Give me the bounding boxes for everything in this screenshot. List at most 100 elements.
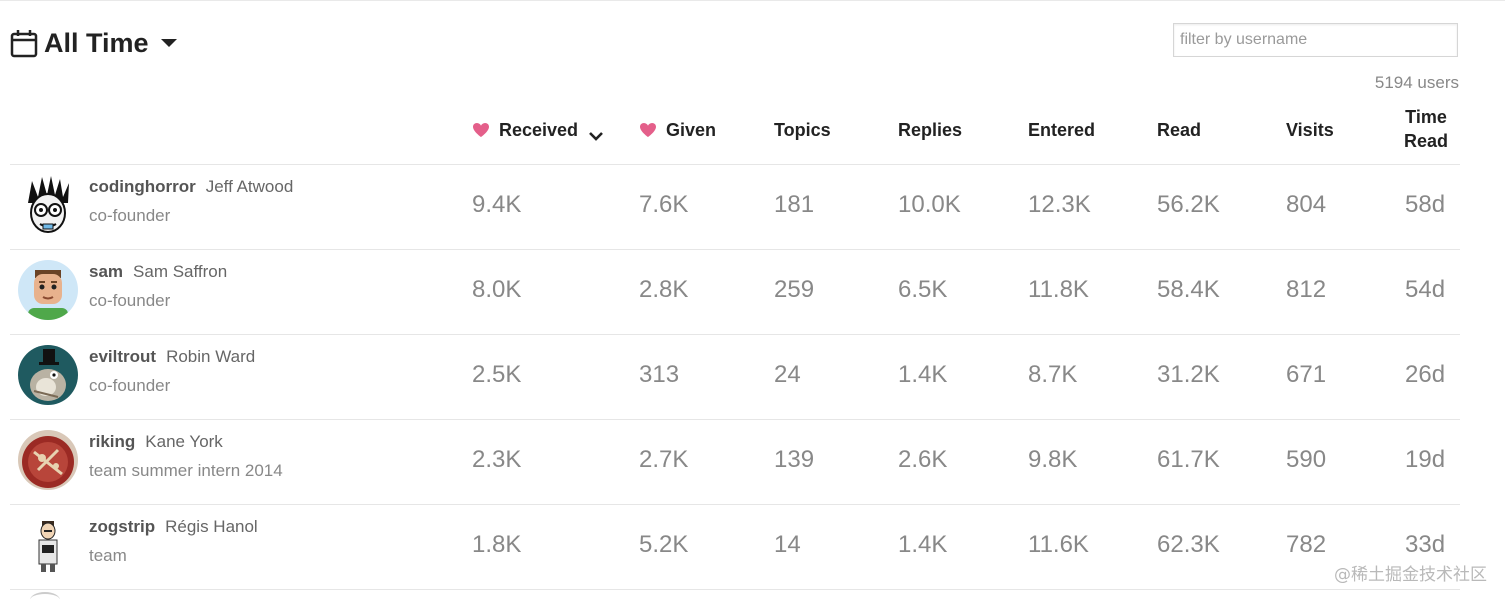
column-label-time[interactable]: Time (1405, 107, 1447, 127)
cell-replies: 2.6K (898, 446, 948, 473)
column-header-replies[interactable]: Replies (898, 105, 962, 155)
top-border (0, 0, 1505, 1)
cell-read: 61.7K (1157, 446, 1220, 473)
caret-down-icon[interactable] (160, 39, 177, 47)
cell-read: 56.2K (1157, 191, 1220, 218)
column-label-visits[interactable]: Visits (1286, 119, 1334, 140)
cell-time-read: 54d (1405, 276, 1446, 303)
cell-time-read: 26d (1405, 361, 1446, 388)
cell-given: 2.7K (639, 446, 689, 473)
username-link[interactable]: sam (89, 262, 124, 281)
calendar-icon (10, 28, 38, 58)
cell-entered: 11.8K (1028, 276, 1089, 303)
cell-time-read: 58d (1405, 191, 1446, 218)
cell-replies: 1.4K (898, 531, 948, 558)
username-link[interactable]: riking (89, 432, 136, 451)
column-label-given[interactable]: Given (666, 119, 717, 140)
cell-time-read: 19d (1405, 446, 1446, 473)
column-label-entered[interactable]: Entered (1028, 119, 1096, 140)
watermark: @稀土掘金技术社区 (1334, 565, 1487, 585)
cell-visits: 782 (1286, 531, 1327, 558)
user-name-line: codinghorror Jeff Atwood (89, 177, 293, 197)
cell-received: 9.4K (472, 191, 522, 218)
column-header-topics[interactable]: Topics (774, 105, 831, 155)
column-label-read[interactable]: Read (1157, 119, 1202, 140)
user-name-line: zogstrip Régis Hanol (89, 517, 258, 537)
user-full-name: Régis Hanol (165, 517, 258, 536)
user-name-line: sam Sam Saffron (89, 262, 227, 282)
column-label-read[interactable]: Read (1404, 131, 1449, 151)
cell-read: 31.2K (1157, 361, 1220, 388)
avatar-zogstrip[interactable] (18, 515, 78, 575)
cell-visits: 671 (1286, 361, 1327, 388)
user-title: team summer intern 2014 (89, 461, 283, 480)
table-row: eviltrout Robin Ward co-founder 2.5K 313 … (10, 335, 1460, 420)
cell-visits: 804 (1286, 191, 1327, 218)
username-link[interactable]: zogstrip (89, 517, 156, 536)
column-header-read[interactable]: Read (1157, 105, 1201, 155)
table-row: riking Kane York team summer intern 2014 … (10, 420, 1460, 505)
cell-replies: 1.4K (898, 361, 948, 388)
column-header-time-read[interactable]: Time Read (1404, 105, 1448, 155)
cell-given: 2.8K (639, 276, 689, 303)
cell-topics: 139 (774, 446, 815, 473)
avatar-sam[interactable] (18, 260, 78, 320)
cell-entered: 11.6K (1028, 531, 1089, 558)
period-label[interactable]: All Time (44, 27, 149, 58)
table-row: codinghorror Jeff Atwood co-founder 9.4K … (10, 165, 1460, 250)
column-header-visits[interactable]: Visits (1286, 105, 1334, 155)
user-name-line: riking Kane York (89, 432, 223, 452)
user-title: co-founder (89, 291, 171, 310)
cell-topics: 259 (774, 276, 815, 303)
cell-topics: 14 (774, 531, 801, 558)
username-link[interactable]: codinghorror (89, 177, 196, 196)
cell-given: 7.6K (639, 191, 689, 218)
cell-received: 2.3K (472, 446, 522, 473)
avatar-riking[interactable] (18, 430, 78, 490)
cell-topics: 181 (774, 191, 815, 218)
username-filter-input[interactable] (1173, 23, 1458, 57)
avatar-eviltrout[interactable] (18, 345, 78, 405)
header-divider (10, 164, 1460, 165)
cell-visits: 812 (1286, 276, 1327, 303)
user-full-name: Kane York (145, 432, 223, 451)
user-full-name: Jeff Atwood (205, 177, 294, 196)
cell-entered: 8.7K (1028, 361, 1078, 388)
cell-given: 313 (639, 361, 680, 388)
user-full-name: Sam Saffron (133, 262, 228, 281)
chevron-down-icon[interactable] (588, 125, 604, 141)
column-header-received[interactable]: Received (472, 105, 604, 155)
heart-icon (639, 122, 657, 138)
cell-read: 62.3K (1157, 531, 1220, 558)
cell-time-read: 33d (1405, 531, 1446, 558)
cell-read: 58.4K (1157, 276, 1220, 303)
cell-topics: 24 (774, 361, 801, 388)
user-count: 5194 users (1374, 73, 1459, 92)
cell-received: 8.0K (472, 276, 522, 303)
column-header-given[interactable]: Given (639, 105, 716, 155)
column-label-replies[interactable]: Replies (898, 119, 963, 140)
cell-replies: 10.0K (898, 191, 961, 218)
user-full-name: Robin Ward (166, 347, 256, 366)
column-label-topics[interactable]: Topics (774, 119, 831, 140)
cell-entered: 12.3K (1028, 191, 1091, 218)
heart-icon (472, 122, 490, 138)
user-title: co-founder (89, 376, 171, 395)
table-row: zogstrip Régis Hanol team 1.8K 5.2K 14 1.… (10, 505, 1460, 590)
avatar-codinghorror[interactable] (18, 175, 78, 235)
column-label-received[interactable]: Received (499, 119, 579, 140)
username-link[interactable]: eviltrout (89, 347, 157, 366)
column-header-entered[interactable]: Entered (1028, 105, 1095, 155)
cell-given: 5.2K (639, 531, 689, 558)
user-name-line: eviltrout Robin Ward (89, 347, 255, 367)
cell-received: 2.5K (472, 361, 522, 388)
cell-replies: 6.5K (898, 276, 948, 303)
avatar-partial (30, 592, 60, 599)
user-title: team (89, 546, 127, 565)
period-selector[interactable]: All Time (10, 26, 177, 60)
user-title: co-founder (89, 206, 171, 225)
cell-entered: 9.8K (1028, 446, 1078, 473)
cell-received: 1.8K (472, 531, 522, 558)
cell-visits: 590 (1286, 446, 1327, 473)
